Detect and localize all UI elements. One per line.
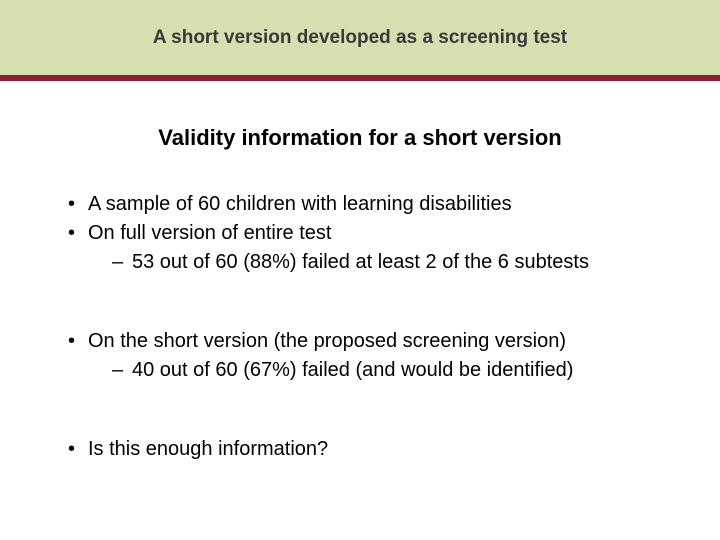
sub-list-item-text: 40 out of 60 (67%) failed (and would be … (132, 359, 573, 381)
sub-list: 40 out of 60 (67%) failed (and would be … (88, 357, 656, 384)
sub-list-item-text: 53 out of 60 (88%) failed at least 2 of … (132, 251, 589, 273)
header-divider (0, 75, 720, 81)
list-item-text: On full version of entire test (88, 222, 331, 244)
list-item-text: Is this enough information? (88, 438, 328, 460)
sub-list-item: 53 out of 60 (88%) failed at least 2 of … (112, 249, 656, 276)
sub-list: 53 out of 60 (88%) failed at least 2 of … (88, 249, 656, 276)
list-item-text: On the short version (the proposed scree… (88, 330, 566, 352)
list-item: Is this enough information? (64, 436, 656, 463)
header-title: A short version developed as a screening… (153, 27, 567, 49)
bullet-list: A sample of 60 children with learning di… (64, 191, 656, 463)
sub-list-item: 40 out of 60 (67%) failed (and would be … (112, 357, 656, 384)
list-item: On full version of entire test 53 out of… (64, 220, 656, 276)
header-band: A short version developed as a screening… (0, 0, 720, 75)
list-item: On the short version (the proposed scree… (64, 328, 656, 384)
subtitle: Validity information for a short version (64, 125, 656, 151)
list-item-text: A sample of 60 children with learning di… (88, 193, 512, 215)
slide-content: Validity information for a short version… (0, 125, 720, 463)
list-item: A sample of 60 children with learning di… (64, 191, 656, 218)
